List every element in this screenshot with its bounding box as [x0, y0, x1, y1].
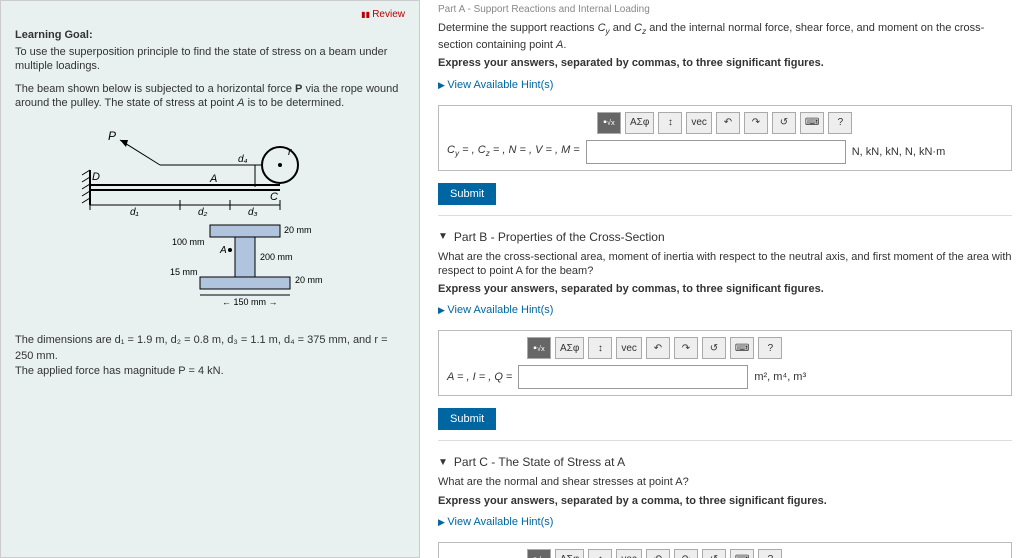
svg-text:d₁: d₁	[130, 207, 139, 218]
svg-text:← 150 mm →: ← 150 mm →	[222, 297, 278, 307]
svg-text:20 mm: 20 mm	[284, 225, 312, 235]
redo-btn[interactable]: ↷	[744, 112, 768, 134]
partB-header[interactable]: ▼ Part B - Properties of the Cross-Secti…	[438, 230, 1012, 244]
fig-C-label: C	[270, 191, 278, 203]
reset-btn[interactable]: ↺	[702, 337, 726, 359]
partB-hints-link[interactable]: View Available Hint(s)	[438, 304, 553, 316]
partC-answer-box: ▪√x ΑΣφ ↕ vec ↶ ↷ ↺ ⌨ ? σA = , τA = MPa,…	[438, 542, 1012, 558]
caret-down-icon: ▼	[438, 231, 448, 242]
beam-figure: P r d₄ D A C d₁ d₂ d₃ A 20 mm 100 mm	[60, 120, 360, 320]
help-btn[interactable]: ?	[828, 112, 852, 134]
partC-title: Part C - The State of Stress at A	[454, 455, 625, 469]
undo-btn[interactable]: ↶	[646, 337, 670, 359]
undo-btn[interactable]: ↶	[646, 549, 670, 558]
svg-text:100 mm: 100 mm	[172, 237, 205, 247]
redo-btn[interactable]: ↷	[674, 337, 698, 359]
partB-question: What are the cross-sectional area, momen…	[438, 250, 1012, 279]
svg-text:15 mm: 15 mm	[170, 267, 198, 277]
breadcrumb: Part A - Support Reactions and Internal …	[438, 4, 1012, 15]
svg-text:d₃: d₃	[248, 207, 258, 218]
vec-btn[interactable]: vec	[616, 549, 642, 558]
partB-title: Part B - Properties of the Cross-Section	[454, 230, 665, 244]
vec-btn[interactable]: vec	[616, 337, 642, 359]
help-btn[interactable]: ?	[758, 549, 782, 558]
partA-hints-link[interactable]: View Available Hint(s)	[438, 79, 553, 91]
fig-P-label: P	[108, 129, 116, 143]
svg-text:A: A	[219, 245, 227, 256]
fig-D-label: D	[92, 171, 100, 183]
partB-answer-box: ▪√x ΑΣφ ↕ vec ↶ ↷ ↺ ⌨ ? A = , I = , Q = …	[438, 330, 1012, 396]
greek-btn[interactable]: ΑΣφ	[555, 549, 584, 558]
svg-text:200 mm: 200 mm	[260, 252, 293, 262]
partB-label: A = , I = , Q =	[447, 371, 512, 383]
frac-btn[interactable]: ▪√x	[527, 549, 551, 558]
frac-btn[interactable]: ▪√x	[527, 337, 551, 359]
subscript-btn[interactable]: ↕	[588, 549, 612, 558]
partA-input[interactable]	[586, 140, 846, 164]
greek-btn[interactable]: ΑΣφ	[625, 112, 654, 134]
learning-goal-title: Learning Goal:	[15, 29, 405, 41]
partC-express: Express your answers, separated by a com…	[438, 494, 1012, 508]
partC-toolbar: ▪√x ΑΣφ ↕ vec ↶ ↷ ↺ ⌨ ?	[447, 549, 1003, 558]
svg-text:20 mm: 20 mm	[295, 275, 323, 285]
partC-header[interactable]: ▼ Part C - The State of Stress at A	[438, 455, 1012, 469]
learning-goal-text: To use the superposition principle to fi…	[15, 45, 405, 74]
subscript-btn[interactable]: ↕	[658, 112, 682, 134]
partA-submit-button[interactable]: Submit	[438, 183, 496, 205]
help-btn[interactable]: ?	[758, 337, 782, 359]
caret-down-icon: ▼	[438, 457, 448, 468]
keyboard-btn[interactable]: ⌨	[730, 337, 754, 359]
keyboard-btn[interactable]: ⌨	[800, 112, 824, 134]
subscript-btn[interactable]: ↕	[588, 337, 612, 359]
partB-submit-button[interactable]: Submit	[438, 408, 496, 430]
right-panel: Part A - Support Reactions and Internal …	[420, 0, 1024, 558]
vec-btn[interactable]: vec	[686, 112, 712, 134]
partB-units: m², m⁴, m³	[754, 371, 806, 383]
partA-question: Determine the support reactions Cy and C…	[438, 21, 1012, 52]
frac-btn[interactable]: ▪√x	[597, 112, 621, 134]
reset-btn[interactable]: ↺	[772, 112, 796, 134]
keyboard-btn[interactable]: ⌨	[730, 549, 754, 558]
partA-label: Cy = , Cz = , N = , V = , M =	[447, 144, 580, 158]
partA-units: N, kN, kN, N, kN·m	[852, 146, 946, 158]
partA-express: Express your answers, separated by comma…	[438, 56, 1012, 70]
figure-container: P r d₄ D A C d₁ d₂ d₃ A 20 mm 100 mm	[15, 120, 405, 323]
review-link[interactable]: Review	[361, 9, 405, 20]
fig-A-label: A	[209, 173, 217, 185]
partC-hints-link[interactable]: View Available Hint(s)	[438, 516, 553, 528]
partB-toolbar: ▪√x ΑΣφ ↕ vec ↶ ↷ ↺ ⌨ ?	[447, 337, 1003, 359]
reset-btn[interactable]: ↺	[702, 549, 726, 558]
partB-input[interactable]	[518, 365, 748, 389]
partB-express: Express your answers, separated by comma…	[438, 282, 1012, 296]
dimensions-text: The dimensions are d₁ = 1.9 m, d₂ = 0.8 …	[15, 333, 405, 379]
beam-description: The beam shown below is subjected to a h…	[15, 82, 405, 111]
fig-d4-label: d₄	[238, 154, 248, 165]
svg-text:d₂: d₂	[198, 207, 208, 218]
redo-btn[interactable]: ↷	[674, 549, 698, 558]
undo-btn[interactable]: ↶	[716, 112, 740, 134]
partC-question: What are the normal and shear stresses a…	[438, 475, 1012, 489]
greek-btn[interactable]: ΑΣφ	[555, 337, 584, 359]
partA-answer-box: ▪√x ΑΣφ ↕ vec ↶ ↷ ↺ ⌨ ? Cy = , Cz = , N …	[438, 105, 1012, 171]
left-panel: Review Learning Goal: To use the superpo…	[0, 0, 420, 558]
partA-toolbar: ▪√x ΑΣφ ↕ vec ↶ ↷ ↺ ⌨ ?	[447, 112, 1003, 134]
